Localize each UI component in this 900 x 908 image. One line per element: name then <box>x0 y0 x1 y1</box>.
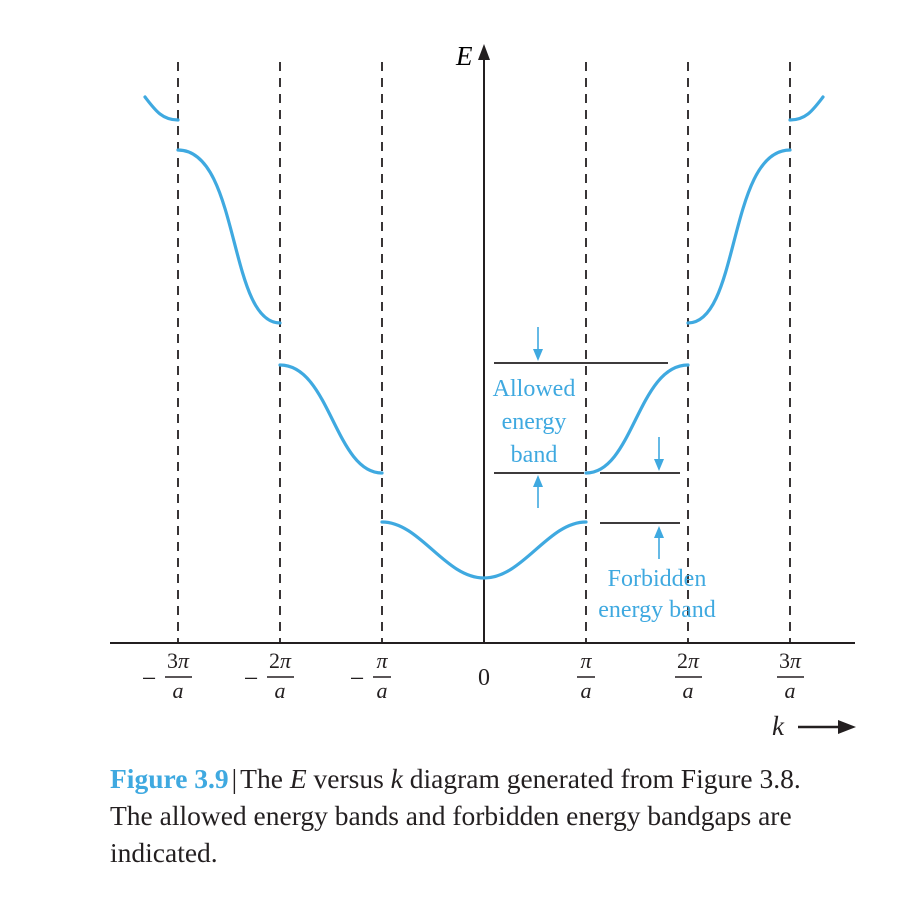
allowed-label-line-1: Allowed <box>493 376 576 402</box>
e-axis-label: E <box>455 41 473 71</box>
tick-denominator: a <box>377 678 388 703</box>
caption-k-variable: k <box>390 763 403 794</box>
tick-numerator: π <box>580 648 592 673</box>
tick-numerator: 3π <box>779 648 802 673</box>
caption-text-2: versus <box>306 763 391 794</box>
tick-denominator: a <box>581 678 592 703</box>
band-3-left-curve <box>176 148 282 325</box>
tick-numerator: 2π <box>269 648 292 673</box>
band-2-right-curve <box>584 363 690 475</box>
caption-separator: | <box>231 763 238 794</box>
band-4-right-curve <box>788 95 825 122</box>
caption-text-1: The <box>240 763 290 794</box>
forbidden-down-arrow-icon <box>654 459 664 471</box>
forbidden-label-line-2: energy band <box>598 597 716 623</box>
tick-zero: 0 <box>478 665 490 691</box>
tick-numerator: 3π <box>167 648 190 673</box>
allowed-up-arrow-icon <box>533 475 543 487</box>
forbidden-label-line-1: Forbidden <box>608 566 707 592</box>
tick-denominator: a <box>683 678 694 703</box>
tick-minus-sign: − <box>142 664 157 693</box>
tick-numerator: 2π <box>677 648 700 673</box>
allowed-label-line-3: band <box>511 442 558 468</box>
e-k-diagram: E Allowed energy band Forbidden energy b… <box>110 41 856 741</box>
band-3-right-curve <box>686 148 792 325</box>
band-1-curve <box>380 520 588 580</box>
allowed-down-arrow-icon <box>533 349 543 361</box>
tick-numerator: π <box>376 648 388 673</box>
band-curves <box>143 95 825 580</box>
k-tick-labels: − 3π a − 2π a − π a 0 π a 2π a 3π <box>142 648 804 703</box>
tick-denominator: a <box>275 678 286 703</box>
e-axis-arrowhead <box>478 44 490 60</box>
tick-minus-sign: − <box>350 664 365 693</box>
figure-label: Figure 3.9 <box>110 763 229 794</box>
figure-caption: Figure 3.9 | The E versus k diagram genera… <box>110 760 830 871</box>
tick-denominator: a <box>785 678 796 703</box>
caption-text-3: diagram generated from Figure 3.8. The a… <box>110 763 801 868</box>
caption-e-variable: E <box>289 763 307 794</box>
band-4-left-curve <box>143 95 180 122</box>
zone-boundaries <box>177 62 791 643</box>
tick-denominator: a <box>173 678 184 703</box>
allowed-band-markers <box>494 327 668 508</box>
k-axis-label: k <box>772 711 785 741</box>
band-2-left-curve <box>278 363 384 475</box>
k-axis-arrow-icon <box>838 720 856 734</box>
allowed-label-line-2: energy <box>502 409 567 435</box>
forbidden-up-arrow-icon <box>654 526 664 538</box>
forbidden-band-label: Forbidden energy band <box>598 566 716 623</box>
forbidden-band-markers <box>600 437 680 559</box>
tick-minus-sign: − <box>244 664 259 693</box>
allowed-band-label: Allowed energy band <box>493 376 576 468</box>
